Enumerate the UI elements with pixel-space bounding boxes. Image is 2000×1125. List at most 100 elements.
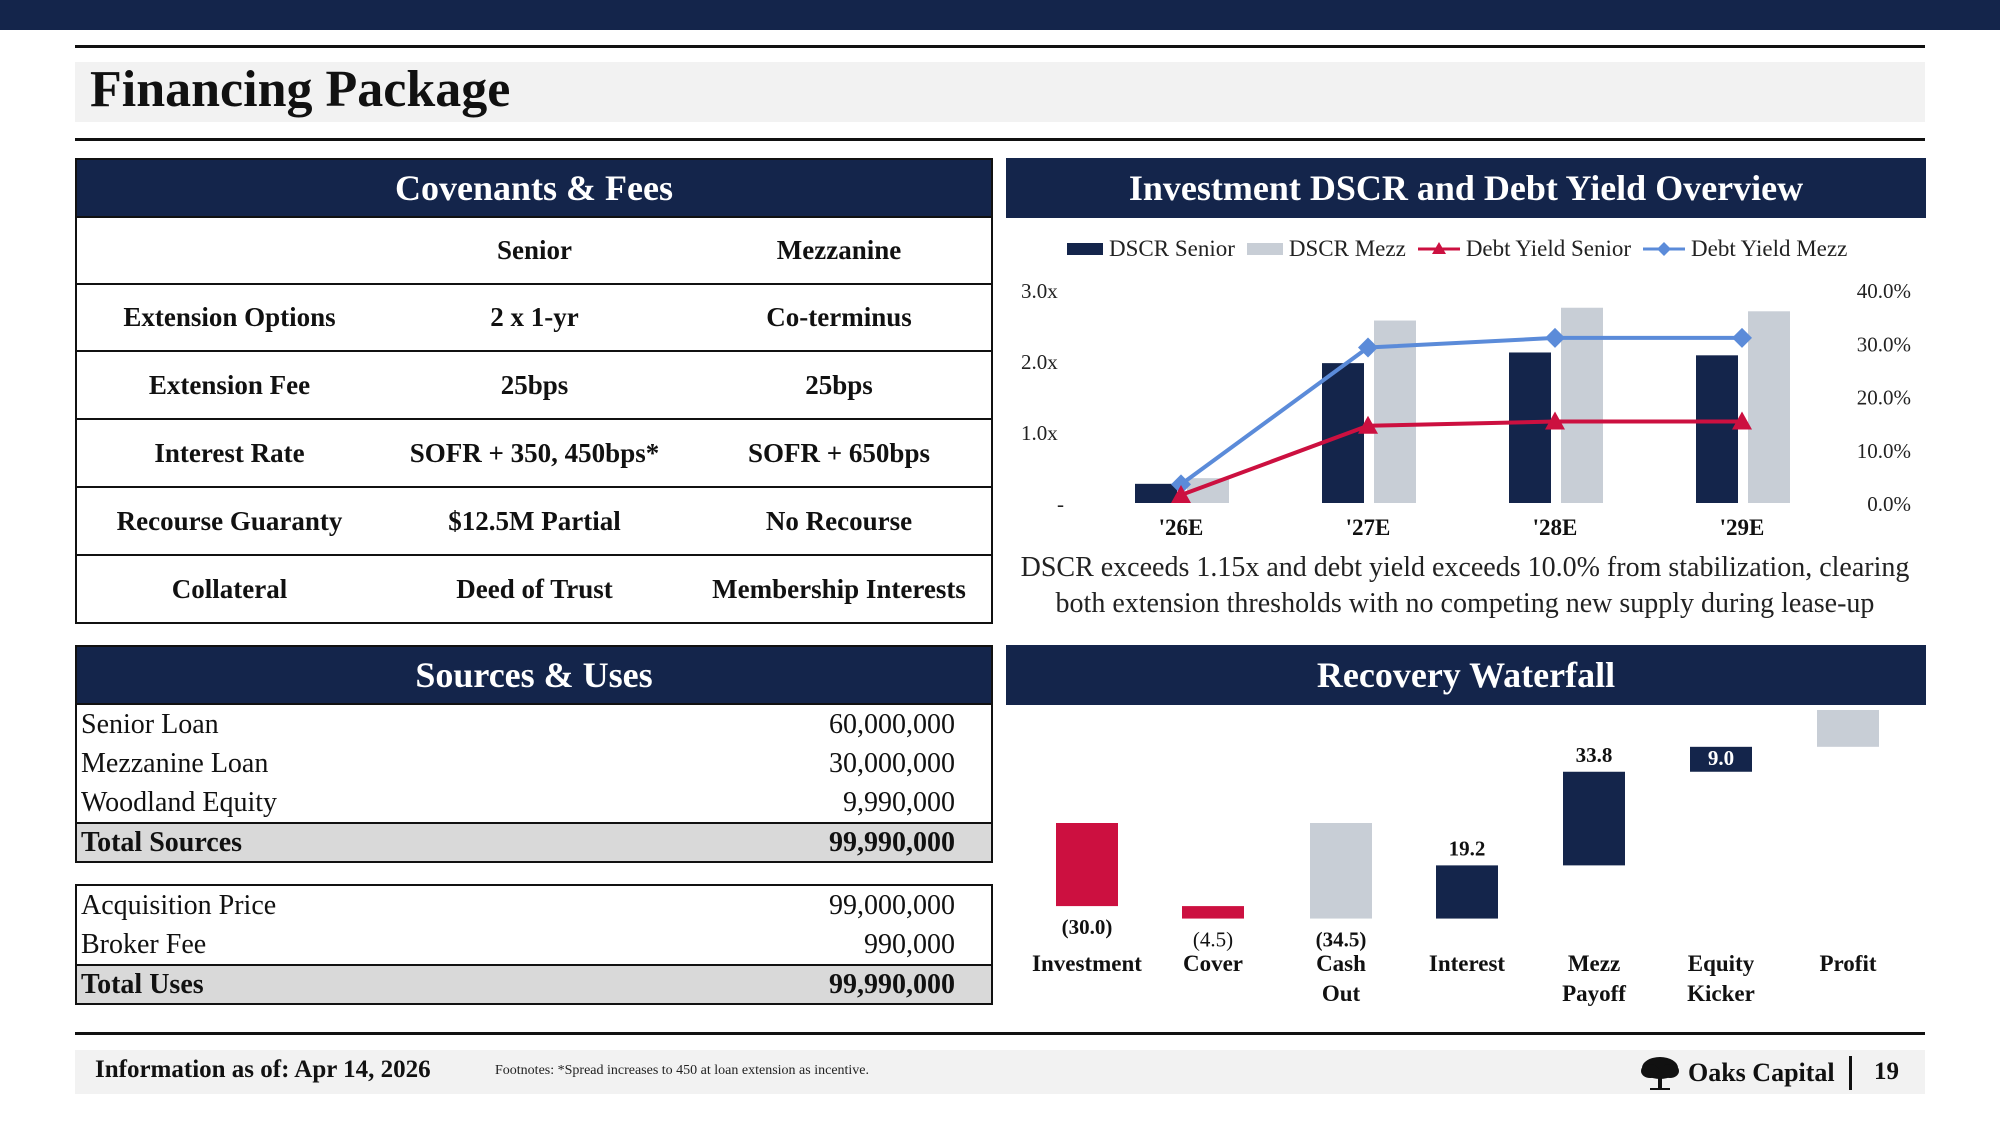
bar-dscr-senior [1135,483,1177,503]
top-band [0,0,2000,30]
title-background [75,62,1925,122]
covenants-col-blank [77,218,382,283]
legend-dscr-senior: DSCR Senior [1065,236,1235,262]
debt-yield-senior-point [1732,411,1752,430]
waterfall-value-label: (34.5) [1316,928,1367,952]
waterfall-category-label: Investment [1032,951,1142,976]
total-uses-value: 99,990,000 [829,968,955,1000]
brand-name: Oaks Capital [1688,1058,1835,1087]
sources-table: Senior Loan 60,000,000 Mezzanine Loan 30… [75,705,993,863]
table-row: Interest Rate SOFR + 350, 450bps* SOFR +… [77,421,991,488]
debt-yield-mezz-point [1545,327,1565,348]
table-row: Recourse Guaranty $12.5M Partial No Reco… [77,489,991,556]
waterfall-category-label: Payoff [1562,981,1626,1006]
waterfall-bar [1436,865,1498,919]
right-axis-tick: 30.0% [1857,332,1911,356]
legend-label: DSCR Senior [1109,236,1235,261]
left-axis-tick: 2.0x [1021,350,1058,374]
dscr-note-line-2: both extension thresholds with no compet… [1055,588,1875,619]
right-axis-tick: 40.0% [1857,279,1911,303]
footnote: Footnotes: *Spread increases to 450 at l… [495,1063,870,1078]
waterfall-bar [1182,906,1244,919]
waterfall-category-label: Cover [1183,951,1243,976]
debt-yield-mezz-line [1179,335,1742,486]
x-axis-tick: '29E [1720,515,1765,540]
waterfall-category-label: Mezz [1568,951,1620,976]
waterfall-value-label: 33.8 [1576,743,1613,767]
page-number: 19 [1874,1058,1899,1085]
use-value: 990,000 [864,928,955,960]
table-row: Woodland Equity 9,990,000 [77,783,991,822]
dscr-header: Investment DSCR and Debt Yield Overview [1006,158,1926,218]
bar-dscr-senior [1509,352,1551,503]
left-axis-tick: 1.0x [1021,421,1058,445]
table-row: Extension Fee 25bps 25bps [77,353,991,420]
right-axis-tick: 0.0% [1867,492,1911,516]
legend-label: Debt Yield Mezz [1691,236,1848,261]
debt-yield-senior-line [1180,419,1742,497]
footer-rule [75,1032,1925,1035]
title-rule-top [75,45,1925,48]
total-uses-row: Total Uses 99,990,000 [77,964,991,1003]
row-label: Extension Fee [148,370,311,400]
uses-table: Acquisition Price 99,000,000 Broker Fee … [75,884,993,1005]
mezz-value: 25bps [805,370,873,400]
row-label: Collateral [171,574,288,604]
waterfall-bar [1690,746,1752,772]
use-label: Broker Fee [81,928,207,960]
total-sources-label: Total Sources [81,826,243,858]
mezz-value: Co-terminus [766,302,912,332]
title-rule-bottom [75,138,1925,141]
covenants-table: Senior Mezzanine Extension Options 2 x 1… [75,218,993,624]
total-sources-value: 99,990,000 [829,826,955,858]
legend-triangle-line-icon [1417,242,1460,254]
bar-dscr-mezz [1561,307,1603,503]
waterfall-category-label: Out [1322,981,1361,1006]
waterfall-value-label: 9.0 [1708,746,1734,770]
table-row: Collateral Deed of Trust Membership Inte… [77,556,991,623]
oak-tree-icon [1641,1057,1679,1090]
right-axis-tick: 10.0% [1857,439,1911,463]
use-label: Acquisition Price [81,889,277,921]
waterfall-value-label: (30.0) [1062,915,1113,939]
page-title: Financing Package [90,61,511,118]
total-uses-label: Total Uses [81,968,204,1000]
dscr-note: DSCR exceeds 1.15x and debt yield exceed… [1005,550,1925,622]
brand: Oaks Capital [1640,1055,1835,1091]
covenants-header-row: Senior Mezzanine [77,218,991,285]
senior-value: SOFR + 350, 450bps* [409,438,660,468]
use-value: 99,000,000 [829,889,955,921]
senior-value: $12.5M Partial [448,506,621,536]
legend-label: Debt Yield Senior [1465,236,1632,261]
waterfall-bar [1563,771,1625,866]
source-label: Woodland Equity [81,786,278,818]
x-axis-tick: '27E [1346,515,1391,540]
waterfall-category-label: Interest [1429,951,1506,976]
table-row: Mezzanine Loan 30,000,000 [77,744,991,783]
bar-dscr-mezz [1374,320,1416,503]
legend-swatch-navy-icon [1067,243,1103,255]
debt-yield-mezz-point [1358,337,1378,358]
waterfall-category-label: Kicker [1687,981,1755,1006]
debt-yield-mezz-point [1171,474,1191,495]
total-sources-row: Total Sources 99,990,000 [77,822,991,861]
x-axis-tick: '26E [1159,515,1204,540]
waterfall-header: Recovery Waterfall [1006,645,1926,705]
left-axis-tick: 3.0x [1021,279,1058,303]
waterfall-value-label: 19.2 [1449,836,1486,860]
legend-debt-yield-senior: Debt Yield Senior [1416,236,1631,262]
waterfall-category-label: Cash [1316,951,1366,976]
source-label: Mezzanine Loan [81,747,269,779]
row-label: Recourse Guaranty [116,506,343,536]
waterfall-value-label: (4.5) [1193,928,1233,952]
source-value: 30,000,000 [829,747,955,779]
table-row: Broker Fee 990,000 [77,925,991,964]
table-row: Acquisition Price 99,000,000 [77,886,991,925]
left-axis-tick: - [1057,492,1064,516]
debt-yield-mezz-point [1732,327,1752,348]
bar-dscr-mezz [1748,311,1790,503]
debt-yield-senior-point [1358,415,1378,434]
right-axis-tick: 20.0% [1857,386,1911,410]
covenants-col-senior: Senior [496,235,572,265]
sources-uses-header: Sources & Uses [75,645,993,705]
